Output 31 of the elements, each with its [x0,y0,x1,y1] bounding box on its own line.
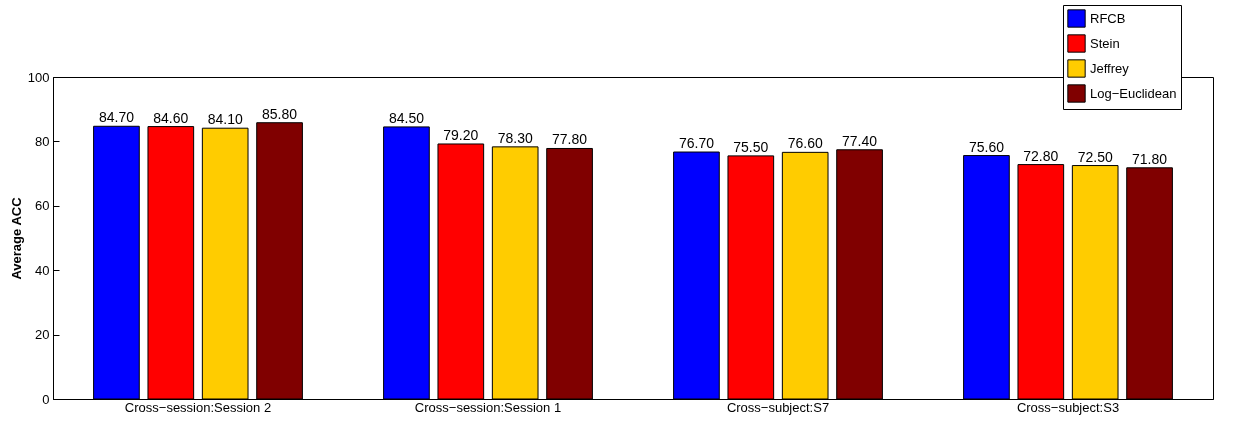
legend-label: Log−Euclidean [1090,85,1177,101]
x-tick-label: Cross−session:Session 2 [124,399,272,415]
legend-label: Stein [1090,35,1120,51]
data-label: 75.60 [968,138,1005,155]
y-tick-label: 60 [35,198,50,214]
data-label: 84.10 [207,111,243,128]
data-label: 77.40 [842,132,878,149]
data-label: 84.60 [153,109,189,126]
x-tick-label: Cross−session:Session 1 [414,399,562,415]
data-label: 85.80 [262,105,298,122]
y-tick-label: 20 [35,327,50,343]
y-tick-label: 40 [35,262,50,278]
y-tick-label: 0 [42,391,50,407]
data-label: 75.50 [733,138,769,155]
y-tick-label: 100 [27,69,50,85]
data-label: 76.70 [678,135,715,152]
y-tick-label: 80 [35,133,50,149]
legend-label: Jeffrey [1090,60,1130,76]
data-label: 79.20 [443,126,479,143]
data-label: 84.70 [98,109,135,126]
data-label: 78.30 [497,129,533,146]
x-tick-label: Cross−subject:S3 [1016,399,1120,415]
data-label: 77.80 [552,131,588,148]
data-label: 84.50 [388,109,425,126]
data-label: 71.80 [1132,150,1168,167]
legend-label: RFCB [1090,10,1126,26]
x-tick-label: Cross−subject:S7 [726,399,830,415]
data-label: 72.80 [1023,147,1059,164]
data-label: 72.50 [1077,148,1113,165]
data-label: 76.60 [787,135,823,152]
y-axis-title: Average ACC [8,196,24,280]
